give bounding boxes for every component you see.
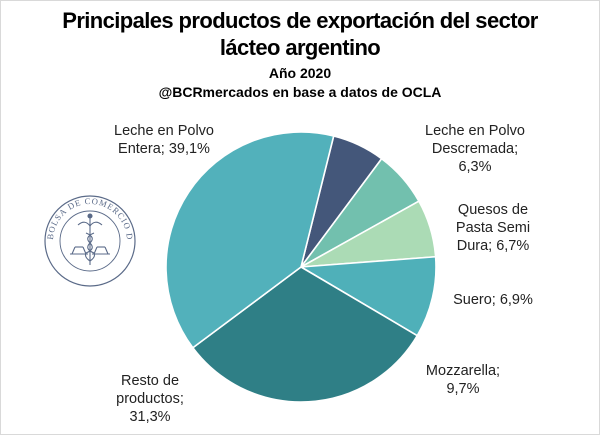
chart-title: Principales productos de exportación del… bbox=[1, 7, 599, 61]
pie-slice-resto-de-productos bbox=[192, 266, 419, 403]
caduceus-icon bbox=[70, 213, 110, 265]
data-label-resto-de-productos: Resto de productos; 31,3% bbox=[116, 373, 184, 425]
data-label-mozzarella: Mozzarella; 9,7% bbox=[426, 363, 500, 397]
data-label-quesos-de-pasta-semi-dura: Quesos de Pasta Semi Dura; 6,7% bbox=[456, 202, 530, 254]
pie-slices bbox=[165, 131, 437, 403]
pie-slice-leche-en-polvo-entera bbox=[165, 131, 335, 349]
chart-source: @BCRmercados en base a datos de OCLA bbox=[158, 84, 442, 100]
chart-subtitle: Año 2020 bbox=[268, 65, 332, 81]
data-label-leche-en-polvo-entera: Leche en Polvo Entera; 39,1% bbox=[114, 123, 214, 157]
bcr-seal-logo: BOLSA DE COMERCIO DE ROSARIO bbox=[44, 195, 136, 287]
pie-labels: Leche en Polvo Descremada; 6,3% Quesos de Pa… bbox=[114, 123, 533, 425]
chart-title-line-1: Principales productos de exportación del… bbox=[62, 8, 538, 33]
data-label-leche-en-polvo-descremada: Leche en Polvo Descremada; 6,3% bbox=[425, 123, 525, 175]
seal-outer-ring bbox=[44, 195, 136, 287]
chart-title-line-2: lácteo argentino bbox=[219, 35, 381, 60]
data-label-suero: Suero; 6,9% bbox=[453, 292, 533, 308]
pie-slice-mozzarella bbox=[300, 255, 437, 337]
seal-inner-ring bbox=[59, 210, 121, 272]
